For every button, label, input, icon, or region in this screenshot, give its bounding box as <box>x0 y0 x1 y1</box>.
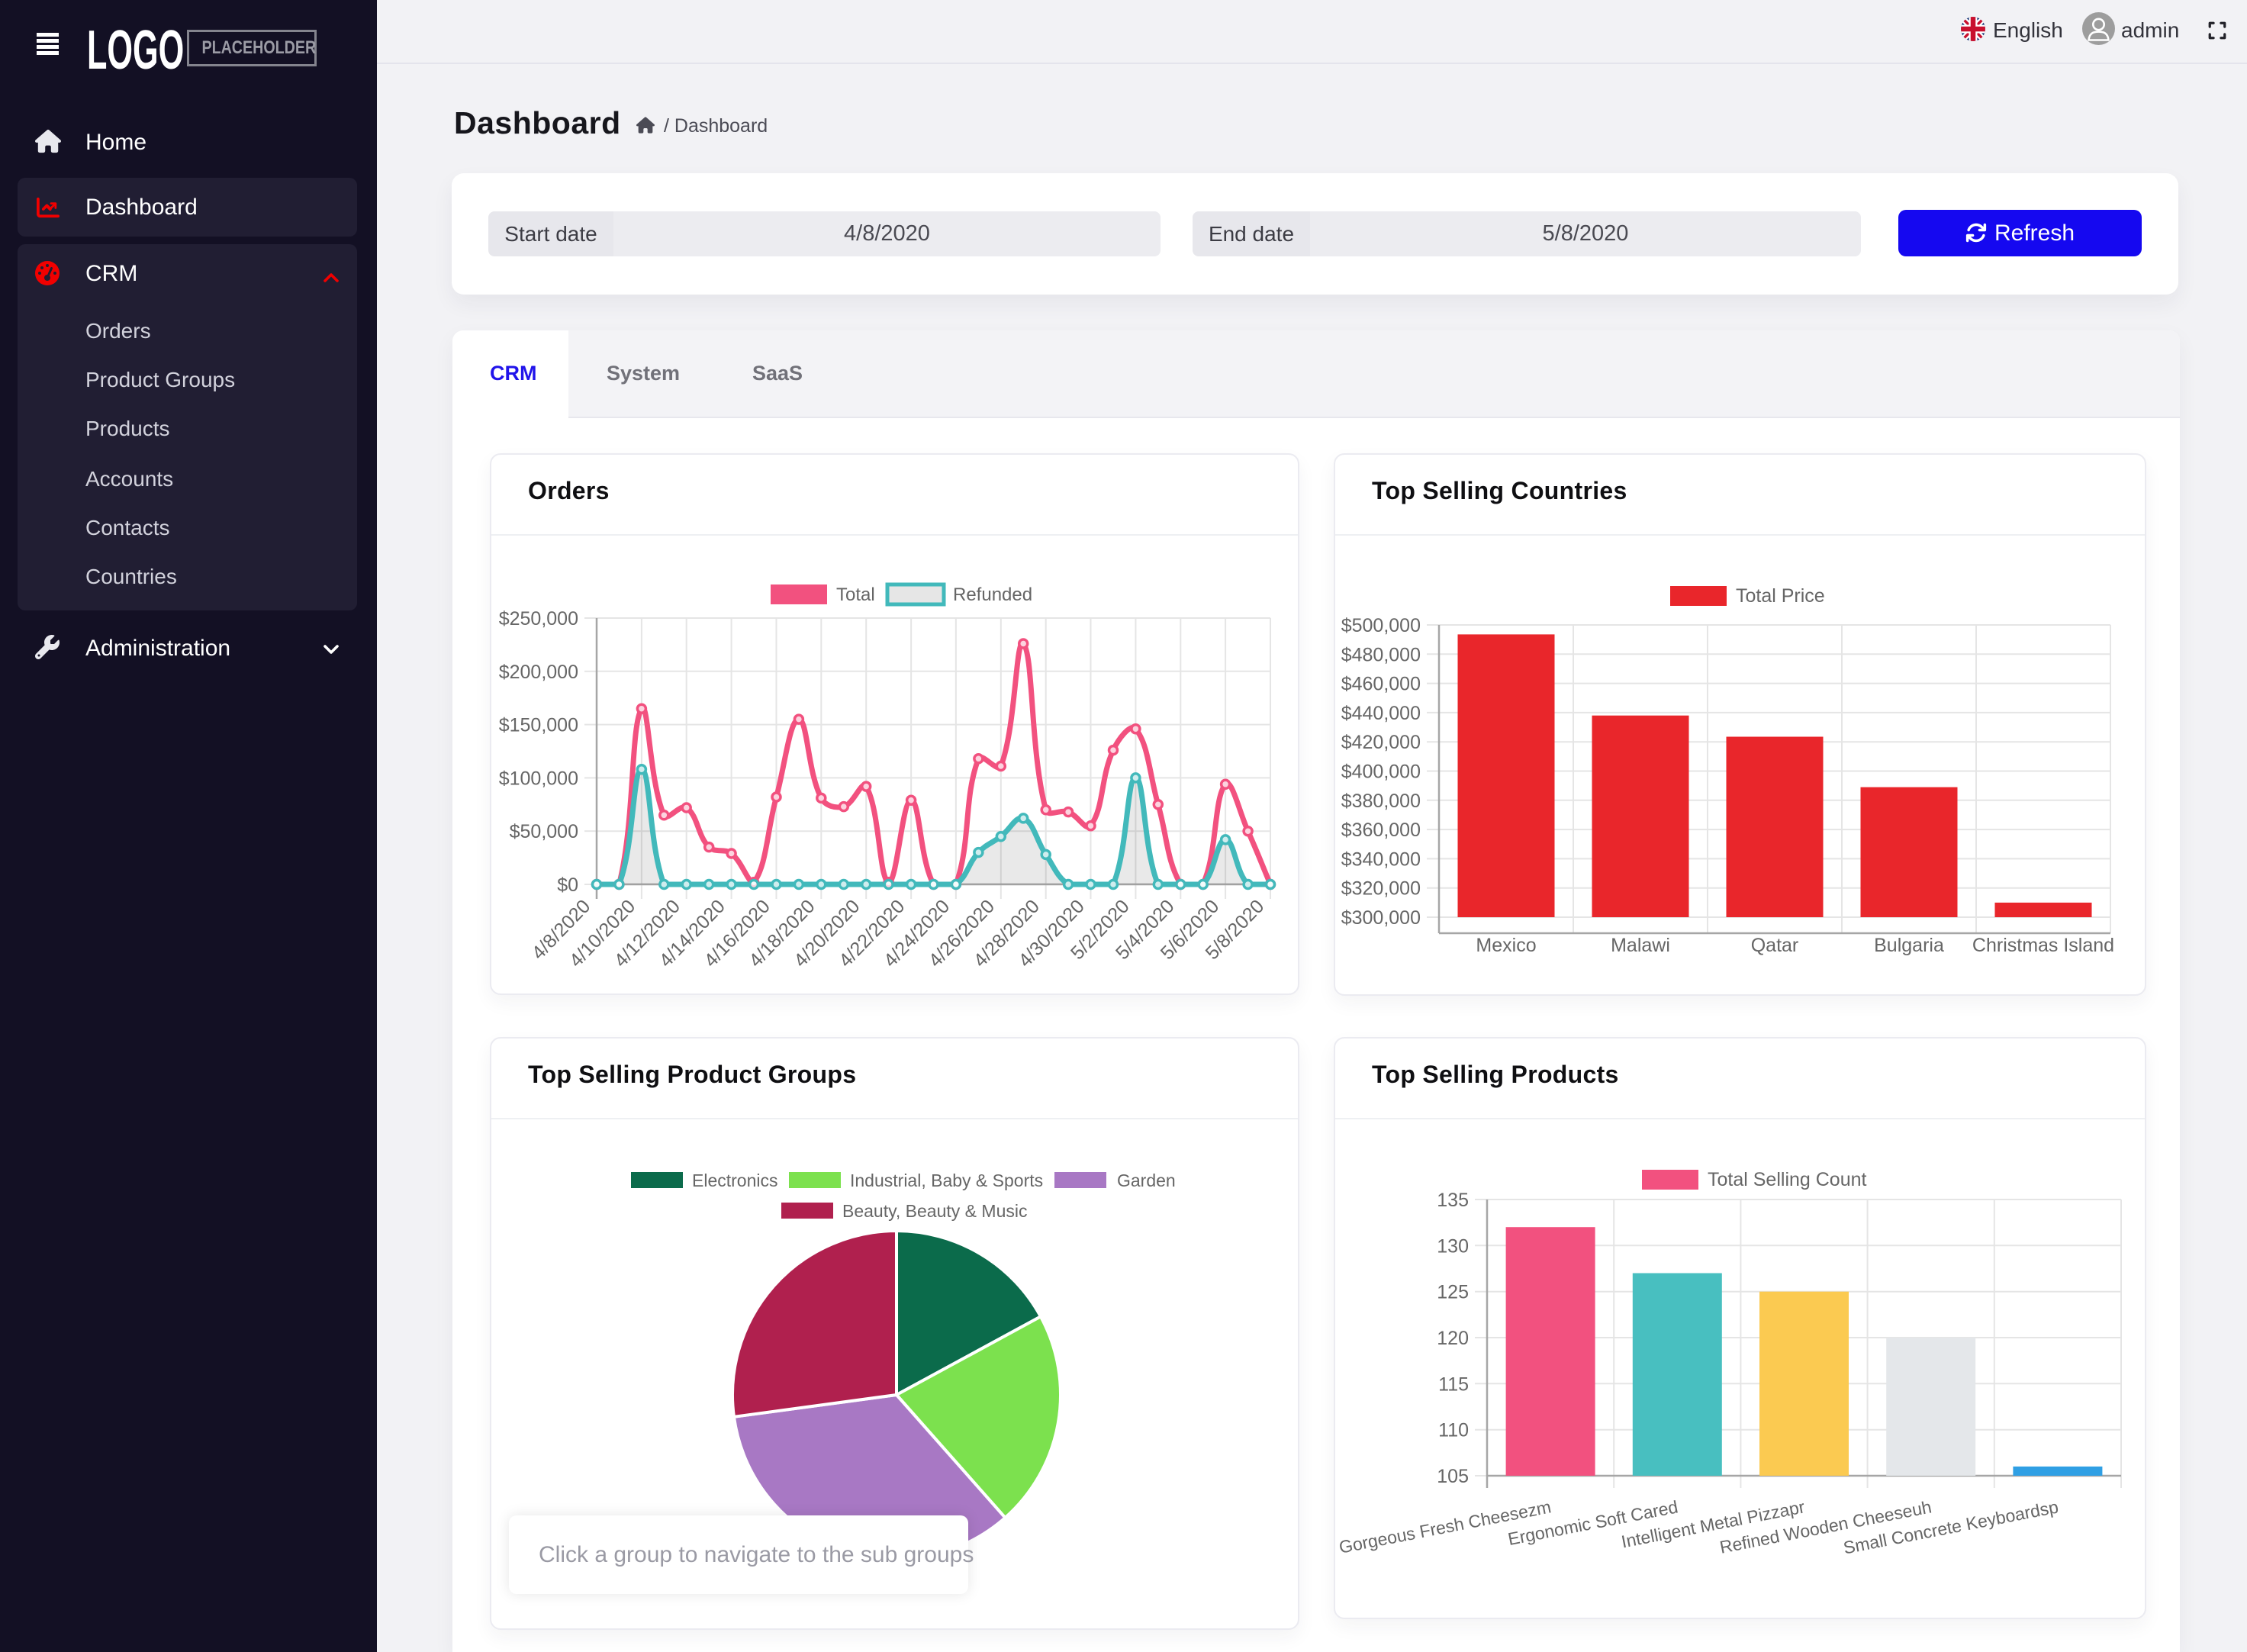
svg-text:Mexico: Mexico <box>1476 935 1536 956</box>
svg-text:$400,000: $400,000 <box>1341 762 1421 783</box>
svg-text:125: 125 <box>1437 1282 1469 1303</box>
svg-text:130: 130 <box>1437 1235 1469 1257</box>
svg-text:Malawi: Malawi <box>1611 935 1670 956</box>
svg-text:$500,000: $500,000 <box>1341 615 1421 636</box>
svg-text:$420,000: $420,000 <box>1341 732 1421 753</box>
svg-text:$360,000: $360,000 <box>1341 820 1421 841</box>
svg-text:135: 135 <box>1437 1190 1469 1211</box>
svg-text:$0: $0 <box>557 874 578 896</box>
svg-text:$480,000: $480,000 <box>1341 644 1421 665</box>
svg-text:Christmas Island: Christmas Island <box>1972 935 2114 956</box>
svg-text:Total Selling Count: Total Selling Count <box>1708 1169 1867 1190</box>
svg-text:$200,000: $200,000 <box>499 662 578 683</box>
svg-text:$380,000: $380,000 <box>1341 791 1421 812</box>
svg-text:Total Price: Total Price <box>1736 585 1825 607</box>
svg-text:Refunded: Refunded <box>953 584 1032 605</box>
svg-text:115: 115 <box>1438 1373 1469 1395</box>
svg-text:Bulgaria: Bulgaria <box>1874 935 1944 956</box>
svg-text:$440,000: $440,000 <box>1341 703 1421 724</box>
svg-text:$150,000: $150,000 <box>499 715 578 736</box>
svg-text:Electronics: Electronics <box>692 1171 777 1190</box>
svg-text:Total: Total <box>836 584 875 605</box>
svg-text:$300,000: $300,000 <box>1341 907 1421 929</box>
svg-text:$50,000: $50,000 <box>510 821 578 842</box>
svg-text:Beauty, Beauty & Music: Beauty, Beauty & Music <box>842 1201 1027 1221</box>
svg-text:$340,000: $340,000 <box>1341 849 1421 870</box>
svg-text:Garden: Garden <box>1117 1171 1176 1190</box>
svg-text:$460,000: $460,000 <box>1341 674 1421 695</box>
svg-text:105: 105 <box>1437 1466 1469 1487</box>
svg-text:110: 110 <box>1438 1420 1469 1441</box>
svg-text:$250,000: $250,000 <box>499 608 578 630</box>
svg-text:$100,000: $100,000 <box>499 768 578 789</box>
svg-text:120: 120 <box>1437 1328 1469 1349</box>
svg-text:Qatar: Qatar <box>1751 935 1799 956</box>
svg-text:$320,000: $320,000 <box>1341 878 1421 900</box>
svg-text:Industrial, Baby & Sports: Industrial, Baby & Sports <box>850 1171 1043 1190</box>
